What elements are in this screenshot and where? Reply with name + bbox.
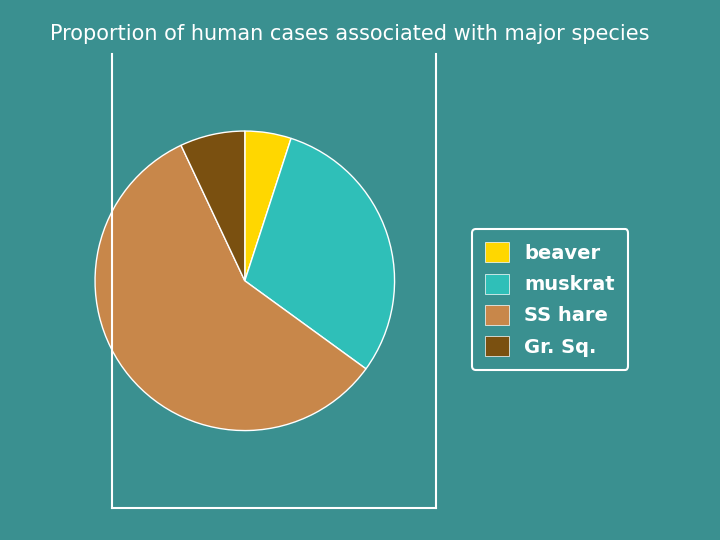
Wedge shape xyxy=(181,131,245,281)
Text: Proportion of human cases associated with major species: Proportion of human cases associated wit… xyxy=(50,24,650,44)
Legend: beaver, muskrat, SS hare, Gr. Sq.: beaver, muskrat, SS hare, Gr. Sq. xyxy=(472,229,629,370)
Wedge shape xyxy=(245,131,291,281)
Wedge shape xyxy=(245,138,395,369)
Wedge shape xyxy=(95,145,366,430)
